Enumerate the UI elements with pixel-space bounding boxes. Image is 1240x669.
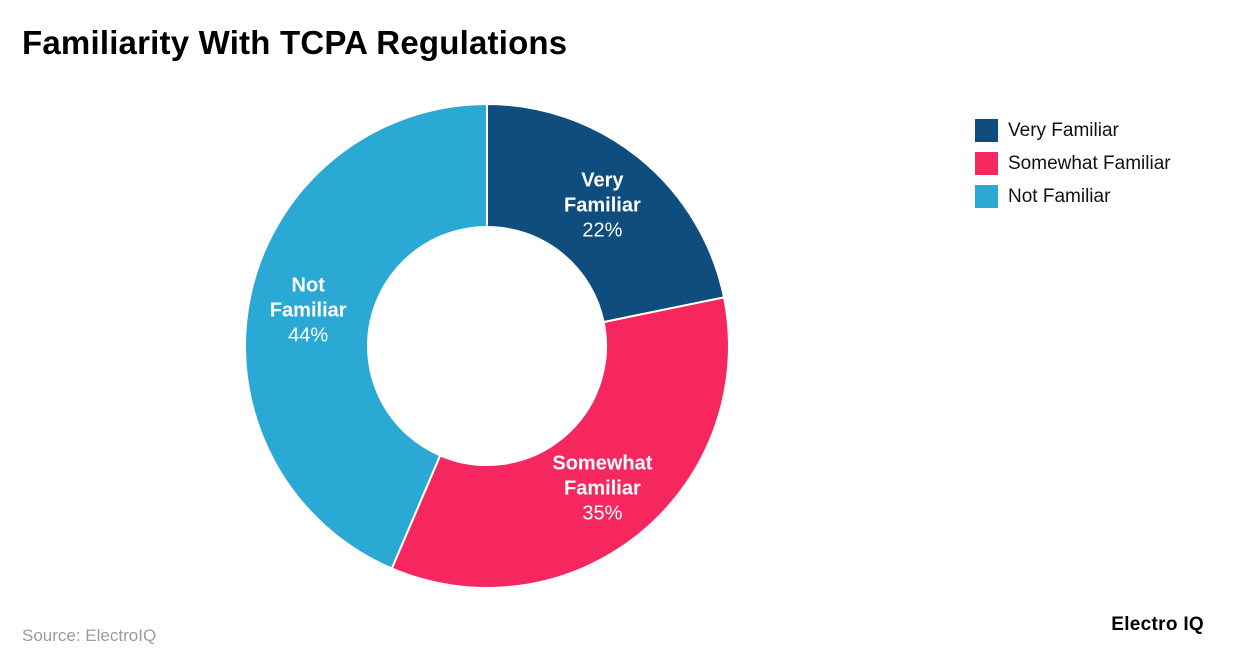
brand-logo: Electro IQ [1111,614,1204,635]
legend-item: Very Familiar [975,119,1171,142]
chart-title: Familiarity With TCPA Regulations [22,24,568,61]
slice-label: Not Familiar 44% [270,274,347,346]
legend-label: Very Familiar [1008,119,1119,141]
legend-swatch [975,152,998,175]
legend-item: Somewhat Familiar [975,152,1171,175]
legend-swatch [975,119,998,142]
legend-label: Not Familiar [1008,185,1111,207]
legend-item: Not Familiar [975,185,1171,208]
legend-label: Somewhat Familiar [1008,152,1171,174]
source-text: Source: ElectroIQ [22,626,157,645]
donut-slice-very-familiar [486,102,726,324]
legend: Very Familiar Somewhat Familiar Not Famili… [975,119,1171,208]
legend-swatch [975,185,998,208]
slice-label: Somewhat Familiar 35% [552,452,652,524]
donut-slice-not-familiar [244,102,488,570]
donut-slice-somewhat-familiar [390,296,730,589]
slice-label: Very Familiar 22% [564,170,641,242]
